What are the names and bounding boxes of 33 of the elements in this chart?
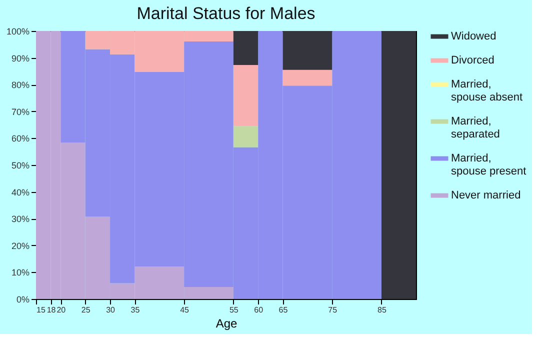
y-tick-label: 50% xyxy=(11,160,30,170)
legend-label: Married, spouse present xyxy=(451,152,526,178)
y-tick-label: 40% xyxy=(11,187,30,198)
legend-label: Widowed xyxy=(451,30,496,42)
x-tick-label: 35 xyxy=(130,306,140,314)
y-tick-label: 30% xyxy=(11,214,30,224)
x-tick-label: 30 xyxy=(106,306,116,314)
legend-label: Married, spouse absent xyxy=(451,78,523,104)
legend-label: Divorced xyxy=(451,54,494,66)
y-tick-label: 0% xyxy=(16,294,30,304)
y-tick-label: 60% xyxy=(11,134,30,144)
legend-label: Never married xyxy=(451,190,521,202)
y-tick-label: 70% xyxy=(11,106,30,117)
x-tick-label: 20 xyxy=(56,306,66,314)
x-tick-label: 15 xyxy=(36,306,46,314)
chart-title: Marital Status for Males xyxy=(136,4,316,23)
x-tick-label: 55 xyxy=(229,306,239,314)
bar xyxy=(233,126,258,148)
x-tick-label: 25 xyxy=(81,306,91,314)
x-tick-label: 65 xyxy=(278,306,288,314)
x-tick-label: 18 xyxy=(46,306,56,314)
x-tick-label: 75 xyxy=(328,306,338,314)
x-tick-label: 85 xyxy=(378,306,387,314)
y-tick-label: 100% xyxy=(6,26,30,36)
bar xyxy=(381,31,416,299)
x-axis-title: Age xyxy=(216,316,238,330)
x-tick-label: 45 xyxy=(180,306,190,314)
y-tick-label: 80% xyxy=(11,80,30,90)
x-tick-label: 60 xyxy=(254,306,264,314)
y-tick-label: 10% xyxy=(11,268,30,278)
y-tick-label: 20% xyxy=(11,240,30,251)
y-tick-label: 90% xyxy=(11,53,30,64)
legend-label: Married, separated xyxy=(451,116,500,140)
